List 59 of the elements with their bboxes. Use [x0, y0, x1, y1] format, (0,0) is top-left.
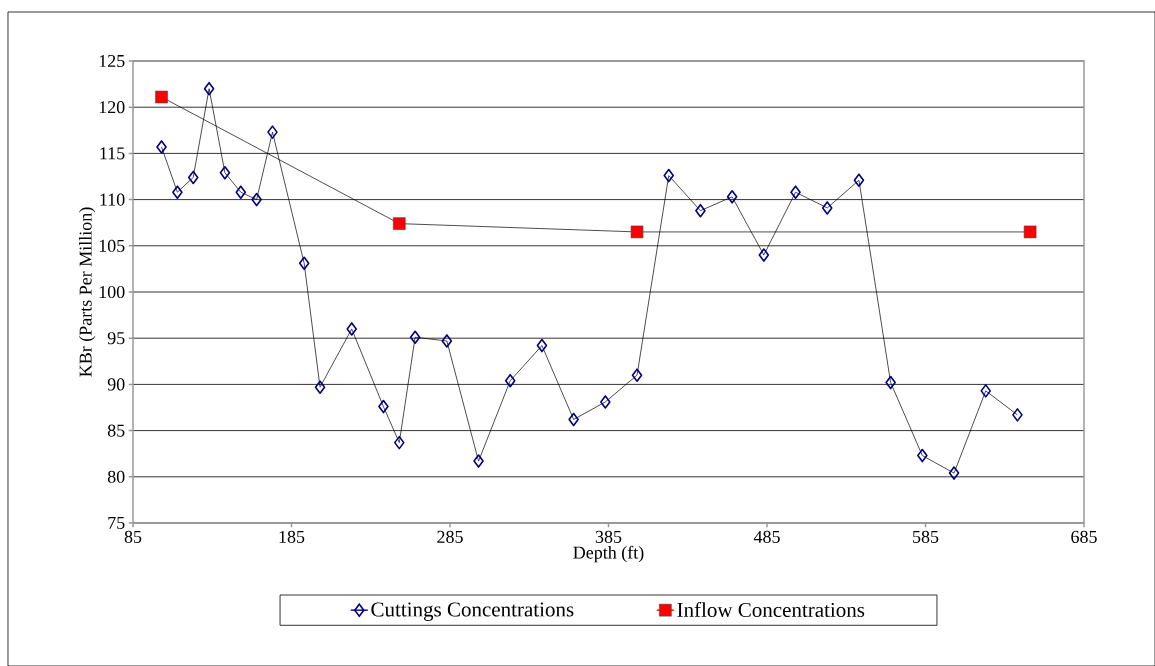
point — [409, 330, 421, 345]
point — [695, 203, 706, 218]
point — [172, 185, 183, 199]
point — [314, 380, 326, 394]
legend-label: Inflow Concentrations — [677, 602, 865, 617]
y-tick-label: 80 — [107, 470, 125, 483]
point — [758, 248, 770, 262]
y-tick-label: 100 — [99, 285, 125, 299]
y-tick-label: 110 — [100, 193, 125, 206]
y-tick-label: 125 — [99, 54, 125, 68]
point — [948, 466, 960, 480]
y-axis-title: KBr (Parts Per Million) — [79, 207, 96, 377]
point — [203, 81, 215, 96]
point — [1012, 408, 1023, 422]
point — [980, 384, 992, 398]
x-tick-label: 685 — [1071, 530, 1097, 543]
legend-label: Cuttings Concentrations — [371, 602, 574, 621]
point — [663, 168, 675, 183]
point — [441, 334, 453, 348]
point — [504, 373, 516, 388]
point — [536, 338, 548, 353]
x-tick-label: 85 — [124, 530, 142, 543]
x-axis-title: Depth (ft) — [573, 545, 644, 563]
point — [156, 140, 167, 154]
point — [298, 256, 310, 271]
x-tick-label: 485 — [753, 530, 780, 543]
x-tick-label: 385 — [595, 530, 622, 543]
y-tick-label: 75 — [108, 517, 125, 529]
point — [631, 368, 643, 382]
point — [630, 225, 644, 239]
point — [726, 190, 738, 204]
y-tick-label: 120 — [99, 101, 125, 114]
point — [251, 192, 262, 207]
point — [821, 201, 833, 215]
point — [235, 185, 247, 199]
point — [393, 435, 405, 450]
x-tick-label: 285 — [437, 530, 463, 543]
point — [187, 170, 199, 185]
point — [392, 217, 406, 230]
point — [346, 322, 358, 336]
y-tick-label: 105 — [99, 239, 125, 252]
x-tick-label: 585 — [913, 530, 939, 543]
y-tick-label: 95 — [107, 332, 125, 345]
point — [853, 173, 865, 187]
point — [1023, 225, 1037, 239]
y-tick-label: 115 — [100, 147, 125, 160]
point — [568, 412, 579, 427]
point — [885, 375, 896, 390]
point — [155, 90, 168, 104]
point — [917, 448, 928, 463]
y-tick-label: 90 — [107, 378, 125, 391]
x-tick-label: 185 — [279, 530, 305, 543]
point — [267, 125, 278, 139]
point — [600, 395, 611, 409]
point — [790, 185, 801, 199]
point — [473, 454, 484, 468]
point — [378, 399, 389, 414]
point — [219, 166, 231, 180]
y-tick-label: 85 — [107, 424, 125, 437]
